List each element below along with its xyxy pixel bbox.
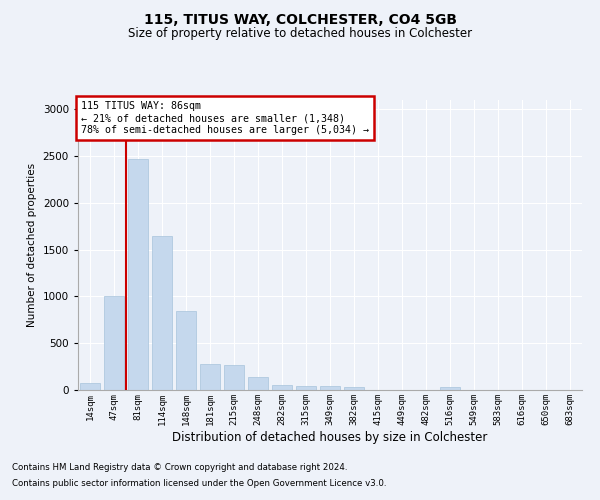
Bar (80, 383, 100, 390)
Bar (200, 364, 220, 390)
Bar (440, 387, 460, 390)
Y-axis label: Number of detached properties: Number of detached properties (27, 163, 37, 327)
Bar (128, 159, 148, 390)
Bar (104, 296, 124, 390)
Text: Size of property relative to detached houses in Colchester: Size of property relative to detached ho… (128, 28, 472, 40)
Bar (272, 386, 292, 390)
Bar (320, 386, 340, 390)
Text: 115, TITUS WAY, COLCHESTER, CO4 5GB: 115, TITUS WAY, COLCHESTER, CO4 5GB (143, 12, 457, 26)
Bar (224, 364, 244, 390)
Text: Contains HM Land Registry data © Crown copyright and database right 2024.: Contains HM Land Registry data © Crown c… (12, 464, 347, 472)
Bar (176, 312, 196, 390)
Bar (296, 386, 316, 390)
Bar (152, 236, 172, 390)
X-axis label: Distribution of detached houses by size in Colchester: Distribution of detached houses by size … (172, 430, 488, 444)
Text: Contains public sector information licensed under the Open Government Licence v3: Contains public sector information licen… (12, 478, 386, 488)
Text: 115 TITUS WAY: 86sqm
← 21% of detached houses are smaller (1,348)
78% of semi-de: 115 TITUS WAY: 86sqm ← 21% of detached h… (80, 102, 368, 134)
Bar (344, 387, 364, 390)
Bar (248, 377, 268, 390)
